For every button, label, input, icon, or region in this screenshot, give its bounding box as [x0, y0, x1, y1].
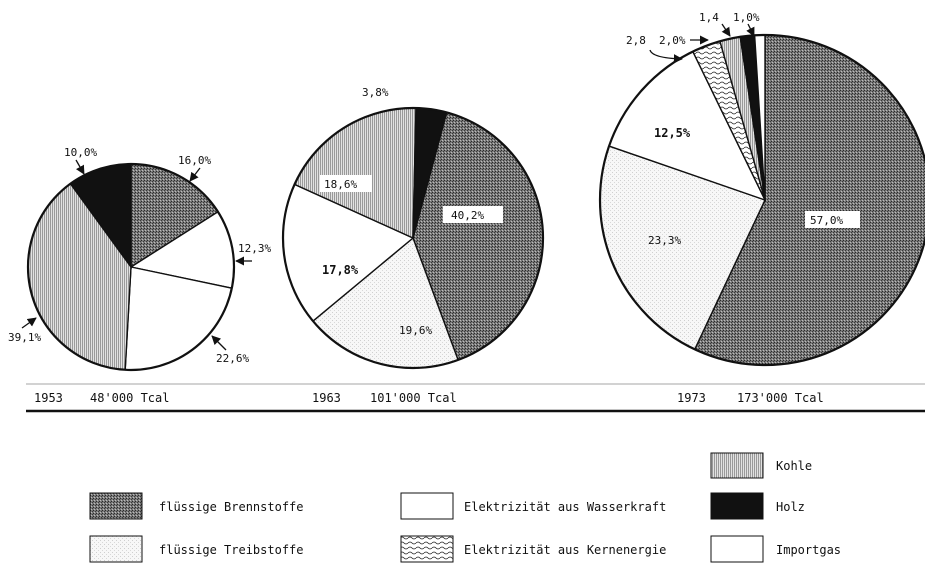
- caption-year-1953: 1953: [34, 391, 63, 405]
- arrow-1953-kohle: [21, 317, 37, 329]
- legend-swatch-wasserkraft: [400, 492, 454, 520]
- arrow-1953-holz: [75, 159, 85, 175]
- caption-strip: 1953 48'000 Tcal 1963 101'000 Tcal 1973 …: [26, 383, 925, 413]
- label-box-1973-brenn: [805, 211, 860, 228]
- label-1963-wasser: 17,8%: [322, 263, 359, 277]
- label-1963-holz: 3,8%: [362, 86, 389, 99]
- label-box-1963-brenn: [443, 206, 503, 223]
- label-1953-treib: 22,6%: [216, 352, 249, 365]
- legend-swatch-kern: [400, 535, 454, 563]
- arrow-1973-holz: [721, 23, 731, 37]
- legend-swatch-holz: [710, 492, 764, 520]
- legend-label-kern: Elektrizität aus Kernenergie: [464, 543, 666, 557]
- legend-swatch-kohle: [710, 452, 764, 479]
- caption-total-1963: 101'000 Tcal: [370, 391, 457, 405]
- label-1973-treib: 23,3%: [648, 234, 681, 247]
- label-1973-wasser: 12,5%: [654, 126, 691, 140]
- legend-label-treib: flüssige Treibstoffe: [159, 543, 304, 557]
- label-1953-brenn: 16,0%: [178, 154, 211, 167]
- pie-outline-1973: [598, 33, 925, 367]
- label-1973-holz: 1,4: [699, 11, 719, 24]
- label-1963-kohle: 18,6%: [324, 178, 357, 191]
- caption-year-1973: 1973: [677, 391, 706, 405]
- pie-outline-1963: [281, 106, 545, 370]
- pie-outline-1953: [26, 162, 236, 372]
- label-box-1963-kohle: [320, 175, 372, 192]
- legend-swatch-importgas: [710, 535, 764, 563]
- arrow-1973-kern: [649, 49, 683, 64]
- label-1953-holz: 10,0%: [64, 146, 97, 159]
- arrow-1953-brenn: [189, 167, 201, 182]
- label-1963-treib: 19,6%: [399, 324, 432, 337]
- label-1973-importgas: 1,0%: [733, 11, 760, 24]
- caption-year-1963: 1963: [312, 391, 341, 405]
- caption-total-1973: 173'000 Tcal: [737, 391, 824, 405]
- legend-label-brenn: flüssige Brennstoffe: [159, 500, 304, 514]
- label-1963-brenn: 40,2%: [451, 209, 484, 222]
- legend-label-importgas: Importgas: [776, 543, 841, 557]
- legend: Kohle flüssige Brennstoffe Elektrizität …: [89, 452, 841, 563]
- callout-arrows: [21, 23, 755, 351]
- label-1973-kern: 2,8: [626, 34, 646, 47]
- label-1953-wasser: 12,3%: [238, 242, 271, 255]
- label-1953-kohle: 39,1%: [8, 331, 41, 344]
- legend-label-holz: Holz: [776, 500, 805, 514]
- caption-total-1953: 48'000 Tcal: [90, 391, 169, 405]
- legend-label-kohle: Kohle: [776, 459, 812, 473]
- pie-1963: [281, 106, 545, 370]
- arrow-1953-treib: [211, 335, 227, 351]
- pie-1973: [598, 33, 925, 367]
- legend-swatch-treib: [89, 535, 143, 563]
- arrow-1973-importgas: [746, 23, 755, 37]
- legend-swatch-brenn: [89, 492, 143, 520]
- legend-label-wasserkraft: Elektrizität aus Wasserkraft: [464, 500, 666, 514]
- slice-labels: 16,0% 12,3% 22,6% 39,1% 10,0% 40,2% 19,6…: [8, 11, 860, 365]
- pie-1953: [26, 162, 236, 372]
- label-1973-kohle: 2,0%: [659, 34, 686, 47]
- label-1973-brenn: 57,0%: [810, 214, 843, 227]
